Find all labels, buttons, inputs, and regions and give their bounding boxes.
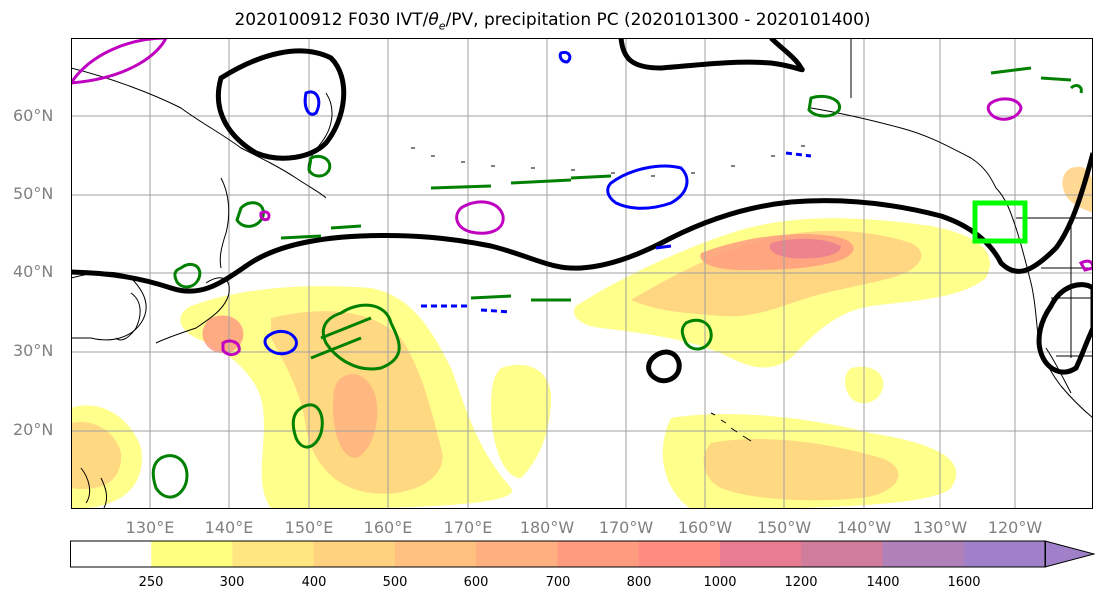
colorbar: 250 300 400 500 600 700 800 1000 1200 14…: [70, 540, 1096, 600]
lon-label-120w: 120°W: [987, 518, 1043, 537]
theta-e-blob-1: [310, 303, 401, 371]
colorbar-tick-1200: 1200: [784, 575, 818, 590]
pv-blue-small: [558, 50, 572, 64]
coast-alaska: [810, 107, 997, 189]
ivt-contour-lines: [71, 38, 1093, 384]
pv-magenta-northwest: [71, 38, 168, 85]
lat-label-40: 40°N: [13, 262, 54, 281]
pv-magenta-contours: [71, 38, 1093, 357]
coast-aleutians: [411, 145, 805, 177]
theta-e-line-3: [280, 224, 362, 240]
colorbar-extension-arrow: [1044, 540, 1096, 568]
colorbar-tick-1600: 1600: [947, 575, 981, 590]
theta-e-blob-7: [807, 94, 842, 118]
lat-label-60: 60°N: [13, 106, 54, 125]
colorbar-tick-700: 700: [545, 575, 571, 590]
ivt-contour-northcentral: [618, 38, 805, 73]
colorbar-bar: [70, 540, 1096, 568]
pv-magenta-small: [259, 210, 271, 222]
ivt-contour-eastern: [1036, 282, 1093, 375]
lon-label-170w: 170°W: [598, 518, 654, 537]
colorbar-tick-300: 300: [219, 575, 245, 590]
theta-e-line-5: [1069, 84, 1083, 94]
pv-blue-contours: [263, 50, 812, 356]
colorbar-tick-1400: 1400: [866, 575, 900, 590]
colorbar-segment: [882, 541, 965, 567]
lon-label-160e: 160°E: [363, 518, 413, 537]
pv-magenta-kuril: [455, 200, 505, 235]
colorbar-tick-250: 250: [138, 575, 164, 590]
ivt-japan-core: [202, 315, 244, 354]
lon-label-150e: 150°E: [284, 518, 334, 537]
lon-label-140w: 140°W: [836, 518, 892, 537]
ivt-contour-siberia: [215, 48, 347, 161]
lon-label-130e: 130°E: [125, 518, 175, 537]
colorbar-segment: [395, 541, 477, 567]
theta-e-line-1: [430, 174, 612, 190]
coast-philippines: [80, 467, 108, 509]
ivt-ar-band-peak: [769, 238, 841, 259]
colorbar-tick-400: 400: [301, 575, 327, 590]
pv-magenta-west-coast: [1078, 259, 1093, 272]
colorbar-segment: [720, 541, 802, 567]
lon-label-180w: 180°W: [519, 518, 575, 537]
colorbar-segment: [801, 541, 884, 567]
pv-blue-kamchatka: [303, 90, 321, 116]
pv-magenta-east: [986, 97, 1023, 121]
coast-hawaii: [710, 412, 752, 442]
colorbar-segment: [313, 541, 396, 567]
theta-e-blob-5: [235, 201, 265, 228]
lat-label-50: 50°N: [13, 184, 54, 203]
colorbar-segment: [476, 541, 559, 567]
graticule: [71, 38, 1093, 509]
pv-blue-dashed-2: [785, 151, 812, 158]
theta-e-contours: [151, 66, 1083, 499]
colorbar-tick-500: 500: [382, 575, 408, 590]
colorbar-segment: [557, 541, 640, 567]
theta-e-blob-4: [173, 262, 202, 289]
colorbar-segment: [232, 541, 315, 567]
pv-blue-west: [263, 330, 298, 356]
ivt-west-pacific-core: [333, 374, 378, 458]
lat-label-30: 30°N: [13, 341, 54, 360]
lon-label-140e: 140°E: [204, 518, 254, 537]
colorbar-tick-600: 600: [463, 575, 489, 590]
theta-e-line-4: [990, 66, 1072, 82]
colorbar-tick-1000: 1000: [703, 575, 737, 590]
theta-e-line-2: [470, 294, 571, 302]
theta-e-blob-8: [307, 154, 332, 178]
ivt-contour-main: [71, 152, 1093, 294]
lon-label-170e: 170°E: [443, 518, 493, 537]
map-title: 2020100912 F030 IVT/θe/PV, precipitation…: [234, 10, 871, 33]
pv-blue-north-pacific: [606, 164, 689, 210]
theta-e-blob-2: [291, 403, 324, 449]
theta-e-blob-6: [680, 318, 713, 351]
ivt-south-central-pacific: [491, 364, 551, 478]
colorbar-segment: [963, 541, 1046, 567]
ivt-south-east-pacific-mid: [703, 438, 899, 501]
colorbar-segment: [638, 541, 721, 567]
lon-label-160w: 160°W: [677, 518, 733, 537]
pv-blue-dashed-1: [421, 304, 512, 314]
coast-korea: [115, 292, 141, 341]
pv-blue-mid: [655, 244, 672, 250]
lon-label-150w: 150°W: [756, 518, 812, 537]
theta-e-blob-3: [151, 454, 189, 499]
colorbar-segment: [151, 541, 234, 567]
highlight-box: [972, 200, 1028, 244]
colorbar-tick-800: 800: [626, 575, 652, 590]
coast-na-west: [995, 187, 1093, 419]
lat-label-20: 20°N: [13, 420, 54, 439]
ivt-shading: [71, 166, 1093, 509]
lon-label-130w: 130°W: [912, 518, 968, 537]
pv-magenta-japan: [221, 339, 241, 357]
colorbar-segment: [70, 541, 152, 567]
map-canvas: [71, 38, 1093, 509]
ivt-contour-hawaii-loop: [646, 349, 682, 384]
coast-sakhalin: [219, 177, 230, 269]
